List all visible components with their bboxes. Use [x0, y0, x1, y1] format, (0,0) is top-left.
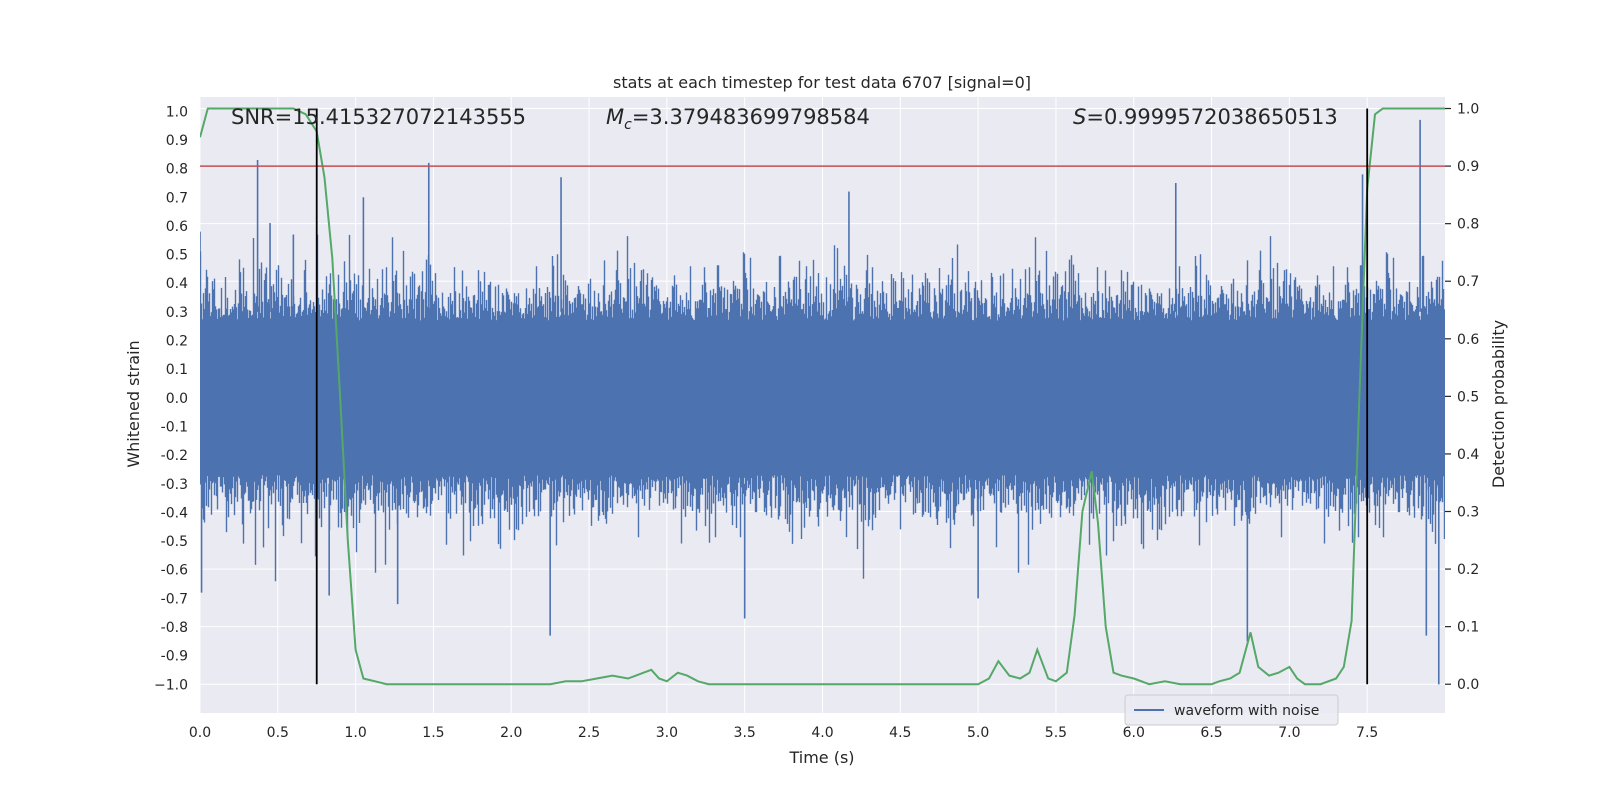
- y-tick-label: -0.8: [161, 620, 188, 636]
- x-tick-label: 7.0: [1278, 725, 1300, 741]
- y2-tick-label: 0.4: [1457, 447, 1479, 463]
- y-tick-label: 1.0: [166, 104, 188, 120]
- y-tick-label: -0.5: [161, 534, 188, 550]
- y-tick-label: -0.6: [161, 563, 188, 579]
- x-tick-label: 3.5: [734, 725, 756, 741]
- y-tick-label: -0.1: [161, 419, 188, 435]
- y2-tick-label: 0.8: [1457, 217, 1479, 233]
- y-tick-label: -0.9: [161, 649, 188, 665]
- y-tick-label: 0.3: [166, 305, 188, 321]
- x-tick-label: 2.0: [500, 725, 522, 741]
- y-tick-label: 0.0: [166, 391, 188, 407]
- x-axis-label: Time (s): [788, 748, 854, 767]
- y-tick-label: -0.7: [161, 591, 188, 607]
- score-annotation: S=0.9999572038650513: [1073, 105, 1338, 129]
- probability-series: [200, 107, 1445, 686]
- y2-tick-label: 1.0: [1457, 102, 1479, 118]
- s-symbol: S: [1073, 105, 1086, 129]
- legend-label: waveform with noise: [1174, 703, 1319, 719]
- x-tick-label: 1.5: [422, 725, 444, 741]
- waveform-series: [200, 119, 1445, 685]
- y2-tick-label: 0.1: [1457, 620, 1479, 636]
- y-tick-label: 0.2: [166, 334, 188, 350]
- y-tick-label: 0.5: [166, 248, 188, 264]
- y-tick-label: 0.8: [166, 162, 188, 178]
- y-tick-label: 0.6: [166, 219, 188, 235]
- x-tick-label: 7.5: [1356, 725, 1378, 741]
- mc-symbol: M: [606, 105, 624, 129]
- x-tick-label: 4.5: [889, 725, 911, 741]
- y-axis-label: Whitened strain: [124, 340, 143, 467]
- x-tick-label: 6.5: [1200, 725, 1222, 741]
- y2-tick-label: 0.3: [1457, 505, 1479, 521]
- legend: waveform with noise: [1124, 694, 1339, 726]
- y-tick-label: 0.4: [166, 276, 188, 292]
- x-tick-label: 2.5: [578, 725, 600, 741]
- x-tick-label: 6.0: [1123, 725, 1145, 741]
- y-tick-label: -0.4: [161, 505, 188, 521]
- y-tick-label: 0.9: [166, 133, 188, 149]
- x-tick-label: 4.0: [811, 725, 833, 741]
- y2-tick-label: 0.0: [1457, 677, 1479, 693]
- x-tick-label: 5.0: [967, 725, 989, 741]
- y2-axis-label: Detection probability: [1489, 320, 1508, 488]
- y-tick-label: 0.1: [166, 362, 188, 378]
- y-tick-label: −1.0: [154, 677, 188, 693]
- s-value: =0.9999572038650513: [1086, 105, 1337, 129]
- snr-annotation: SNR=15.415327072143555: [231, 105, 526, 129]
- reference-lines: [200, 108, 1445, 685]
- chart-title: stats at each timestep for test data 670…: [613, 73, 1031, 92]
- probability-line: [200, 107, 1445, 686]
- y-tick-label: 0.7: [166, 190, 188, 206]
- x-tick-label: 5.5: [1045, 725, 1067, 741]
- x-axis-ticks: 0.0 0.5 1.0 1.5 2.0 2.5 3.0 3.5 4.0 4.5 5.0 5.5 6.0 6…: [189, 725, 1378, 741]
- y-tick-label: -0.3: [161, 477, 188, 493]
- y-axis-ticks: 1.0 0.9 0.8 0.7 0.6 0.5 0.4 0.3 0.2 0.1 0.0 -0.1 -0.…: [154, 104, 188, 693]
- y-tick-label: -0.2: [161, 448, 188, 464]
- x-tick-label: 1.0: [344, 725, 366, 741]
- y2-tick-label: 0.7: [1457, 274, 1479, 290]
- waveform-noise: [200, 234, 1445, 582]
- chirp-mass-annotation: Mc=3.379483699798584: [606, 105, 870, 133]
- x-tick-label: 3.0: [656, 725, 678, 741]
- mc-subscript: c: [624, 117, 632, 133]
- y2-tick-label: 0.2: [1457, 562, 1479, 578]
- x-tick-label: 0.5: [267, 725, 289, 741]
- legend-box: [1124, 694, 1339, 726]
- x-tick-label: 0.0: [189, 725, 211, 741]
- y2-tick-label: 0.9: [1457, 159, 1479, 175]
- y2-tick-label: 0.5: [1457, 389, 1479, 405]
- y2-axis-ticks: 1.0 0.9 0.8 0.7 0.6 0.5 0.4 0.3 0.2 0.1 0.0: [1445, 102, 1479, 693]
- y2-tick-label: 0.6: [1457, 332, 1479, 348]
- mc-value: =3.379483699798584: [632, 105, 870, 129]
